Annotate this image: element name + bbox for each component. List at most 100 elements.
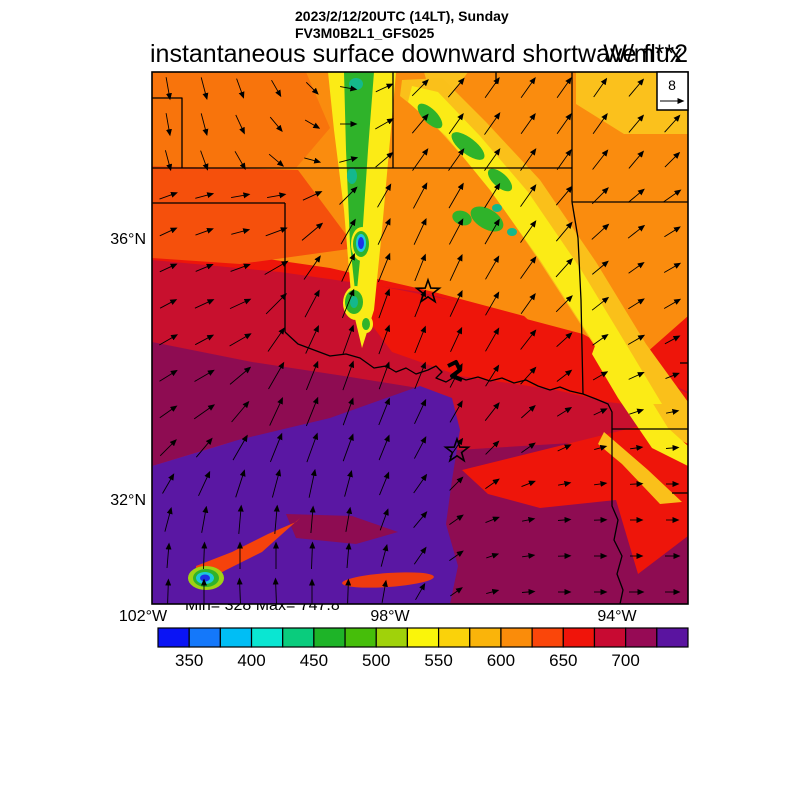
wind-vector (413, 473, 428, 494)
wind-vector (449, 289, 463, 317)
wind-vector (414, 253, 426, 282)
wind-vector (556, 76, 572, 99)
wind-vector (195, 263, 214, 272)
city-star-marker (443, 436, 471, 463)
heat-region-diag-teal-1 (492, 204, 502, 212)
wind-vector (305, 325, 319, 354)
wind-vector (485, 364, 500, 387)
border-tx-ar-la (582, 393, 624, 604)
wind-vector (484, 402, 500, 421)
wind-vector (269, 116, 283, 133)
wind-vector (629, 408, 645, 415)
wind-vector (229, 366, 252, 385)
wind-vector (345, 542, 352, 569)
wind-vector (484, 148, 501, 171)
wind-vector (556, 112, 572, 135)
wind-vector (414, 398, 427, 424)
wind-vector (379, 471, 390, 496)
heat-region-cloudspot-blue (358, 237, 364, 249)
wind-vector (628, 371, 645, 380)
wind-vector (449, 550, 464, 561)
y-axis-label: 36°N (110, 231, 146, 248)
wind-vector (591, 296, 610, 311)
wind-vector (342, 360, 355, 391)
x-axis-label: 94°W (597, 608, 637, 625)
wind-vector (449, 476, 464, 491)
wind-vector (521, 480, 536, 488)
wind-vector (303, 255, 321, 280)
border-co-ks-corner (152, 97, 183, 168)
wind-vector (663, 189, 682, 203)
wind-vector (557, 516, 572, 523)
colorbar-cell (250, 627, 284, 648)
wind-vector (521, 442, 536, 453)
wind-vector (269, 397, 283, 426)
wind-vector (164, 506, 173, 532)
wind-vector (628, 261, 645, 274)
wind-vector (628, 150, 645, 169)
wind-vector (627, 224, 646, 239)
wind-vector (413, 217, 427, 245)
colorbar-tick-label: 700 (611, 651, 639, 670)
wind-vector (411, 79, 429, 97)
colorbar-tick-label: 350 (175, 651, 203, 670)
wind-vector (340, 218, 356, 245)
wind-vector (272, 577, 279, 604)
wind-vector (302, 191, 323, 201)
wind-vector (165, 113, 172, 137)
wind-vector (235, 469, 246, 498)
wind-vector (265, 227, 288, 237)
colorbar-tick-label: 450 (300, 651, 328, 670)
wind-vector (165, 578, 172, 604)
wind-vector (200, 77, 209, 101)
city-star-marker (414, 277, 442, 304)
wind-vector (194, 299, 215, 309)
wind-vector (448, 148, 465, 171)
wind-vector (344, 469, 353, 497)
wind-vector (231, 192, 251, 199)
wind-vector (375, 118, 395, 130)
wind-vector (486, 552, 500, 559)
wind-vector (235, 114, 245, 135)
heat-region-blob3-green (362, 318, 370, 330)
colorbar-cell (656, 627, 689, 648)
wind-vector (267, 192, 287, 199)
wind-vector (342, 433, 354, 462)
wind-vector (663, 298, 682, 309)
x-axis-label: 102°W (119, 608, 168, 625)
wind-vector (159, 263, 178, 273)
wind-vector (664, 226, 681, 238)
wind-vector (414, 436, 427, 459)
wind-vector (379, 508, 389, 531)
colorbar-cell (593, 627, 627, 648)
wind-vector (237, 504, 244, 534)
wind-vector (591, 223, 610, 240)
heat-region-right-streak-yellow (592, 332, 688, 466)
wind-vector (234, 151, 246, 171)
wind-vector (159, 227, 178, 237)
wind-vector (236, 577, 243, 604)
units-label: W/m**2 (603, 40, 688, 68)
wind-vector (520, 256, 537, 279)
wind-vector (305, 396, 319, 427)
axis-labels: 36°N 32°N 102°W 98°W 94°W (110, 231, 637, 625)
heat-region-min-flame (196, 518, 300, 580)
heat-region-blob2-teal (350, 296, 358, 308)
wind-vector (520, 404, 536, 419)
wind-vector (449, 253, 463, 281)
wind-vector (165, 542, 172, 569)
colorbar-tick-label: 550 (424, 651, 452, 670)
wind-vector (556, 148, 572, 171)
colorbar-cell (469, 627, 502, 648)
wind-vector (339, 156, 359, 163)
wind-vector (231, 228, 251, 235)
wind-vector (195, 437, 213, 458)
wind-vector (309, 541, 316, 570)
wind-vector (522, 552, 536, 559)
heat-region-right-streak-gold (598, 432, 682, 504)
datetime-title: 2023/2/12/20UTC (14LT), Sunday (295, 8, 509, 24)
wind-vector (229, 298, 252, 310)
wind-vector (378, 397, 390, 426)
wind-vector (271, 469, 282, 498)
